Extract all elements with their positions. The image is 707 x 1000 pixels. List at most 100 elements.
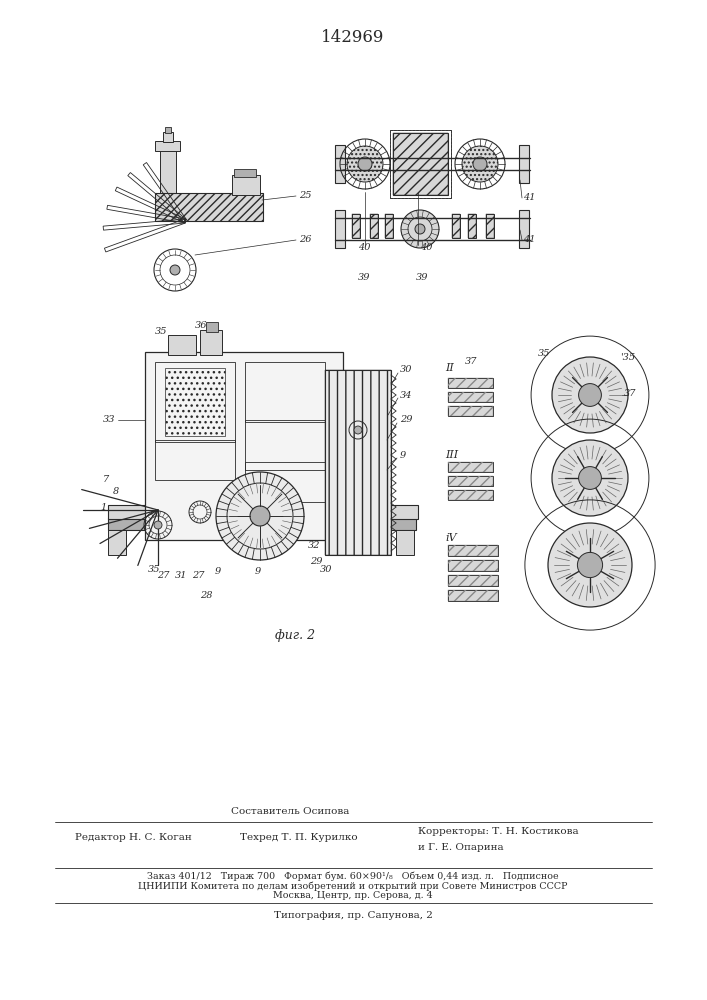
Bar <box>163 132 173 142</box>
Ellipse shape <box>473 157 487 171</box>
Text: 41: 41 <box>523 235 535 244</box>
Bar <box>335 145 345 183</box>
Text: 26: 26 <box>299 235 312 244</box>
Text: 9: 9 <box>400 450 407 460</box>
Text: 35: 35 <box>538 350 551 359</box>
Ellipse shape <box>578 384 602 406</box>
Bar <box>448 392 493 402</box>
Ellipse shape <box>415 224 425 234</box>
Text: 25: 25 <box>299 192 312 200</box>
Bar <box>245 462 325 502</box>
Text: Москва, Центр, пр. Серова, д. 4: Москва, Центр, пр. Серова, д. 4 <box>273 892 433 900</box>
Bar <box>448 575 498 586</box>
Bar <box>519 210 529 248</box>
Text: 7: 7 <box>103 476 110 485</box>
Bar <box>206 322 218 332</box>
Bar <box>385 214 393 238</box>
Ellipse shape <box>358 157 372 171</box>
Bar <box>325 370 391 555</box>
Bar <box>108 530 126 555</box>
Text: 29: 29 <box>310 558 322 566</box>
Bar <box>245 362 325 422</box>
Text: 40: 40 <box>358 243 370 252</box>
Bar <box>234 169 256 177</box>
Bar <box>448 560 498 571</box>
Bar <box>145 352 343 540</box>
Text: '35: '35 <box>620 353 635 361</box>
Bar <box>468 214 476 238</box>
Ellipse shape <box>548 523 632 607</box>
Text: Редактор Н. С. Коган: Редактор Н. С. Коган <box>75 834 192 842</box>
Bar <box>165 127 171 133</box>
Text: Техред Т. П. Курилко: Техред Т. П. Курилко <box>240 834 358 842</box>
Ellipse shape <box>578 467 602 489</box>
Ellipse shape <box>354 426 362 434</box>
Text: 27: 27 <box>192 572 204 580</box>
Text: 40: 40 <box>420 243 433 252</box>
Text: 30: 30 <box>400 365 412 374</box>
Bar <box>448 490 493 500</box>
Bar <box>448 476 493 486</box>
Bar <box>155 440 235 480</box>
Bar <box>452 214 460 238</box>
Text: Корректоры: Т. Н. Костикова: Корректоры: Т. Н. Костикова <box>418 826 578 836</box>
Bar <box>390 130 451 198</box>
Bar <box>108 518 416 530</box>
Bar <box>352 214 360 238</box>
Text: 41: 41 <box>523 194 535 202</box>
Bar <box>468 214 476 238</box>
Ellipse shape <box>347 146 383 182</box>
Text: 8: 8 <box>113 488 119 496</box>
Text: 33: 33 <box>103 416 115 424</box>
Bar <box>370 214 378 238</box>
Bar <box>448 462 493 472</box>
Bar <box>448 545 498 556</box>
Text: 30: 30 <box>320 566 332 574</box>
Ellipse shape <box>401 210 439 248</box>
Text: 39: 39 <box>358 273 370 282</box>
Text: 35: 35 <box>148 566 160 574</box>
Text: 37: 37 <box>624 388 636 397</box>
Bar <box>335 210 345 248</box>
Bar <box>448 590 498 601</box>
Bar <box>448 545 498 556</box>
Text: 32: 32 <box>308 540 320 550</box>
Bar <box>452 214 460 238</box>
Bar <box>165 368 225 436</box>
Text: 35: 35 <box>155 328 168 336</box>
Text: 27: 27 <box>157 572 170 580</box>
Text: iV: iV <box>445 533 457 543</box>
Ellipse shape <box>216 472 304 560</box>
Ellipse shape <box>462 146 498 182</box>
Bar <box>448 575 498 586</box>
Text: 9: 9 <box>215 568 221 576</box>
Text: 39: 39 <box>416 273 428 282</box>
Ellipse shape <box>170 265 180 275</box>
Text: II: II <box>445 363 454 373</box>
Bar <box>486 214 494 238</box>
Bar <box>325 370 391 555</box>
Bar <box>448 378 493 388</box>
Bar <box>160 148 176 220</box>
Bar <box>448 392 493 402</box>
Bar <box>108 505 418 519</box>
Text: и Г. Е. Опарина: и Г. Е. Опарина <box>418 844 503 852</box>
Bar <box>519 145 529 183</box>
Bar <box>396 530 414 555</box>
Bar <box>448 406 493 416</box>
Bar <box>448 462 493 472</box>
Bar <box>232 175 260 195</box>
Text: 29: 29 <box>400 416 412 424</box>
Bar <box>352 214 360 238</box>
Text: Составитель Осипова: Составитель Осипова <box>230 808 349 816</box>
Bar <box>448 476 493 486</box>
Text: III: III <box>445 450 458 460</box>
Bar <box>393 133 448 195</box>
Bar <box>155 193 263 221</box>
Bar <box>200 330 222 355</box>
Ellipse shape <box>552 357 628 433</box>
Text: 9: 9 <box>255 568 262 576</box>
Bar <box>448 406 493 416</box>
Bar <box>370 214 378 238</box>
Bar <box>245 420 325 470</box>
